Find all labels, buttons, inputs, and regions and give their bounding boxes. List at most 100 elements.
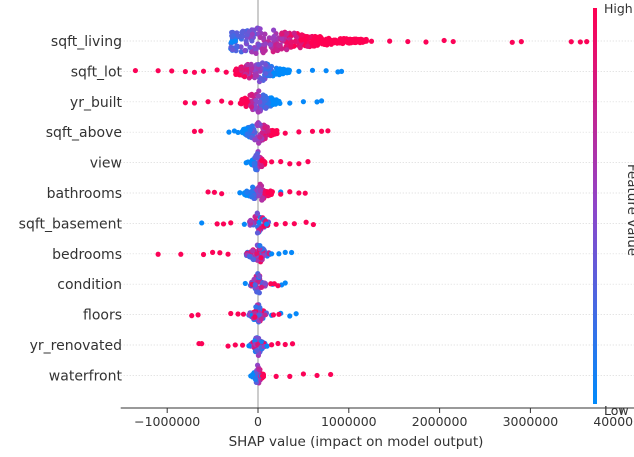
- shap-point-high: [287, 189, 293, 195]
- shap-point-low: [232, 38, 238, 44]
- shap-point-low: [288, 249, 295, 256]
- x-tick-label: −1000000: [134, 414, 200, 429]
- shap-point-high: [191, 128, 198, 135]
- shap-point: [233, 71, 239, 77]
- shap-point-low: [314, 99, 320, 105]
- shap-point-high: [509, 39, 515, 45]
- shap-point: [278, 31, 285, 37]
- shap-point: [349, 39, 355, 45]
- shap-point-high: [368, 38, 375, 44]
- shap-point-high: [287, 161, 293, 167]
- shap-point: [254, 289, 260, 295]
- shap-point: [255, 193, 261, 199]
- shap-point-high: [225, 343, 231, 349]
- shap-point: [297, 45, 303, 51]
- shap-point-high: [132, 67, 139, 74]
- shap-point: [257, 34, 263, 40]
- shap-point: [267, 72, 273, 79]
- shap-point-high: [228, 100, 234, 106]
- shap-point: [248, 104, 255, 110]
- shap-point: [264, 221, 270, 227]
- shap-point: [256, 93, 262, 99]
- shap-point: [258, 76, 265, 82]
- shap-point: [292, 38, 298, 44]
- shap-point-high: [278, 191, 284, 197]
- shap-point-high: [282, 341, 288, 348]
- shap-point-high: [387, 38, 393, 44]
- shap-point: [256, 140, 262, 146]
- shap-point: [238, 65, 244, 72]
- shap-point: [257, 134, 263, 140]
- shap-point-high: [155, 68, 161, 74]
- shap-point: [252, 154, 258, 161]
- shap-point-high: [191, 100, 198, 106]
- shap-point: [263, 104, 269, 111]
- shap-point-high: [441, 37, 447, 44]
- shap-point: [251, 276, 257, 282]
- shap-point: [250, 184, 256, 190]
- shap-point-high: [178, 251, 184, 257]
- shap-point-high: [275, 340, 281, 347]
- shap-point: [258, 255, 264, 261]
- shap-point: [257, 305, 263, 311]
- shap-point: [262, 280, 268, 286]
- shap-point: [269, 189, 275, 196]
- shap-point: [255, 341, 261, 347]
- shap-point: [253, 304, 259, 310]
- shap-point-high: [225, 251, 231, 257]
- shap-point-high: [195, 312, 201, 318]
- shap-point-high: [309, 128, 316, 134]
- shap-point-low: [249, 371, 256, 378]
- shap-point: [265, 190, 271, 196]
- shap-point-low: [293, 311, 299, 317]
- shap-point: [246, 253, 253, 260]
- shap-point-low: [246, 343, 252, 349]
- shap-point: [315, 40, 321, 46]
- shap-point: [247, 44, 253, 50]
- shap-point-high: [219, 98, 225, 104]
- shap-point-high: [155, 251, 161, 257]
- shap-point-high: [275, 283, 281, 289]
- shap-point-high: [232, 342, 238, 348]
- shap-point: [259, 158, 265, 164]
- x-tick-label: 3000000: [503, 414, 559, 429]
- feature-label: sqft_above: [46, 125, 122, 141]
- shap-point-high: [325, 128, 331, 134]
- shap-point: [258, 284, 265, 290]
- shap-point-high: [405, 38, 411, 45]
- shap-point: [263, 62, 269, 68]
- shap-point-high: [568, 39, 574, 45]
- shap-point-high: [291, 221, 297, 227]
- shap-point: [233, 44, 240, 51]
- shap-point-high: [302, 190, 308, 196]
- shap-point-high: [518, 39, 524, 45]
- shap-point-high: [318, 128, 325, 134]
- feature-label: sqft_lot: [71, 64, 123, 80]
- shap-point: [262, 312, 268, 318]
- shap-point: [304, 43, 311, 49]
- shap-point: [252, 137, 258, 143]
- shap-point: [252, 314, 258, 320]
- feature-labels: sqft_living sqft_lot yr_built sqft_abovevie…: [19, 34, 123, 384]
- shap-point: [254, 121, 260, 127]
- shap-point: [244, 189, 250, 196]
- shap-point-low: [338, 68, 345, 74]
- x-tick-label: 2000000: [412, 414, 468, 429]
- shap-point-high: [296, 190, 302, 196]
- shap-point: [244, 98, 250, 105]
- shap-point: [257, 188, 263, 194]
- shap-point-low: [287, 100, 293, 106]
- shap-point: [250, 256, 257, 263]
- shap-point-high: [282, 130, 288, 136]
- shap-point: [252, 282, 258, 288]
- shap-point: [248, 194, 255, 200]
- shap-point-high: [205, 99, 211, 105]
- shap-point-high: [314, 372, 320, 379]
- shap-point-high: [300, 371, 306, 377]
- x-tick-label: 0: [254, 414, 262, 429]
- shap-point: [324, 39, 331, 45]
- shap-point-high: [273, 221, 279, 227]
- shap-point-high: [169, 68, 175, 74]
- shap-point: [259, 163, 265, 170]
- shap-point: [240, 33, 246, 39]
